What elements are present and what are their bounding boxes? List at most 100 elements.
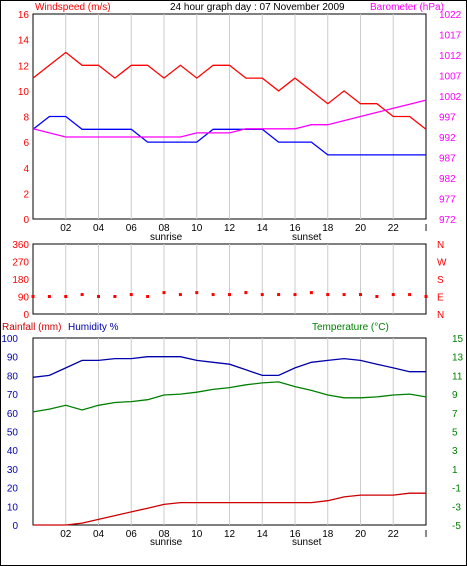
direction-point <box>293 293 297 297</box>
humidity-tick-label: 10 <box>7 502 19 513</box>
temperature-tick-label: 5 <box>452 428 458 439</box>
temperature-tick-label: -1 <box>452 484 461 495</box>
barometer-tick-label: 987 <box>439 154 456 165</box>
x-tick-label: 18 <box>322 223 334 234</box>
direction-point <box>391 293 395 297</box>
x-tick-label: 06 <box>126 529 138 540</box>
direction-point <box>228 293 231 297</box>
barometer-tick-label: 972 <box>439 215 456 226</box>
windspeed-tick-label: 8 <box>23 113 29 124</box>
compass-label: N <box>437 310 444 321</box>
windspeed-tick-label: 10 <box>18 87 30 98</box>
sunrise-label-lower: sunrise <box>150 537 183 548</box>
humidity-tick-label: 50 <box>7 428 19 439</box>
windspeed-tick-labels: 0 2 4 6 8 10 12 14 16 <box>18 10 30 226</box>
x-tick-label: 14 <box>257 223 269 234</box>
humidity-series <box>32 356 427 526</box>
barometer-axis-label: Barometer (hPa) <box>370 2 444 13</box>
humidity-tick-label: 0 <box>12 521 18 532</box>
sunrise-label: sunrise <box>150 232 183 243</box>
temperature-tick-label: 3 <box>452 446 458 457</box>
direction-point <box>260 293 264 297</box>
direction-point <box>424 295 428 298</box>
x-tick-label: 02 <box>60 529 72 540</box>
barometer-tick-label: 1022 <box>439 10 462 21</box>
direction-point <box>47 295 51 298</box>
x-tick-label: 08 <box>158 529 170 540</box>
compass-label: W <box>437 258 447 269</box>
direction-point <box>326 293 330 297</box>
series-line-humidity <box>32 356 426 378</box>
barometer-tick-label: 1012 <box>439 51 462 62</box>
x-tick-label: 12 <box>224 529 236 540</box>
direction-point <box>342 293 346 297</box>
x-tick-label: 04 <box>93 223 105 234</box>
direction-tick-label: 180 <box>12 275 29 286</box>
direction-tick-label: 360 <box>12 240 29 251</box>
x-tick-label: 20 <box>355 529 367 540</box>
humidity-tick-label: 40 <box>7 446 19 457</box>
direction-point <box>408 293 412 297</box>
direction-points <box>31 291 428 298</box>
wind-x-tick-labels: 02 04 06 08 10 12 14 16 18 20 22 I <box>60 223 427 234</box>
x-tick-label: 10 <box>191 529 203 540</box>
temperature-tick-label: 1 <box>452 465 458 476</box>
direction-point <box>195 291 199 295</box>
x-tick-label: 22 <box>388 223 400 234</box>
humidity-tick-label: 30 <box>7 465 19 476</box>
sunset-label-lower: sunset <box>292 537 322 548</box>
direction-point <box>113 295 117 298</box>
compass-label: E <box>437 293 444 304</box>
compass-label: N <box>437 240 444 251</box>
barometer-tick-label: 1017 <box>439 31 462 42</box>
temperature-axis-label: Temperature (°C) <box>312 322 389 333</box>
barometer-tick-labels: 972 977 982 987 992 997 1002 1007 1012 1017 1022 <box>439 10 462 226</box>
x-tick-label: 06 <box>126 223 138 234</box>
direction-panel-grid <box>65 244 394 314</box>
barometer-tick-label: 1002 <box>439 92 462 103</box>
direction-point <box>64 295 68 298</box>
temperature-tick-label: 15 <box>452 334 464 345</box>
direction-point <box>309 291 313 295</box>
windspeed-tick-label: 12 <box>18 61 30 72</box>
windspeed-tick-label: 4 <box>23 164 29 175</box>
direction-point <box>129 293 133 297</box>
direction-tick-label: 0 <box>23 310 29 321</box>
x-tick-label: 22 <box>388 529 400 540</box>
direction-point <box>178 293 182 297</box>
direction-point <box>31 295 35 298</box>
windspeed-tick-label: 6 <box>23 138 29 149</box>
direction-point <box>277 293 281 297</box>
barometer-tick-label: 982 <box>439 174 456 185</box>
barometer-tick-label: 992 <box>439 133 456 144</box>
sunset-label: sunset <box>292 232 322 243</box>
chart-title: 24 hour graph day : 07 November 2009 <box>170 2 345 13</box>
direction-point <box>359 293 362 297</box>
wind-panel-grid <box>65 14 394 219</box>
wind-series <box>32 51 427 156</box>
windspeed-tick-label: 14 <box>18 36 30 47</box>
temperature-tick-label: -5 <box>452 521 461 532</box>
barometer-tick-label: 1007 <box>439 72 462 83</box>
x-tick-label: 16 <box>289 223 301 234</box>
series-line-temperature <box>32 381 427 413</box>
direction-point <box>244 291 248 295</box>
humidity-tick-label: 100 <box>1 334 18 345</box>
temperature-tick-label: 7 <box>452 409 458 420</box>
direction-point <box>146 295 150 298</box>
x-tick-label: 08 <box>158 223 170 234</box>
temperature-tick-label: 11 <box>452 371 463 382</box>
humidity-panel-grid <box>65 338 394 525</box>
direction-point <box>211 293 215 297</box>
humidity-tick-labels: 0 10 20 30 40 50 60 70 80 90 100 <box>1 334 18 532</box>
x-tick-label: 14 <box>257 529 269 540</box>
direction-point <box>80 293 84 297</box>
series-line-gust <box>32 51 427 130</box>
windspeed-tick-label: 16 <box>18 10 30 21</box>
humidity-axis-label: Humidity % <box>68 322 119 333</box>
windspeed-tick-label: 0 <box>23 215 29 226</box>
direction-tick-labels: 0 90 180 270 360 <box>12 240 29 321</box>
